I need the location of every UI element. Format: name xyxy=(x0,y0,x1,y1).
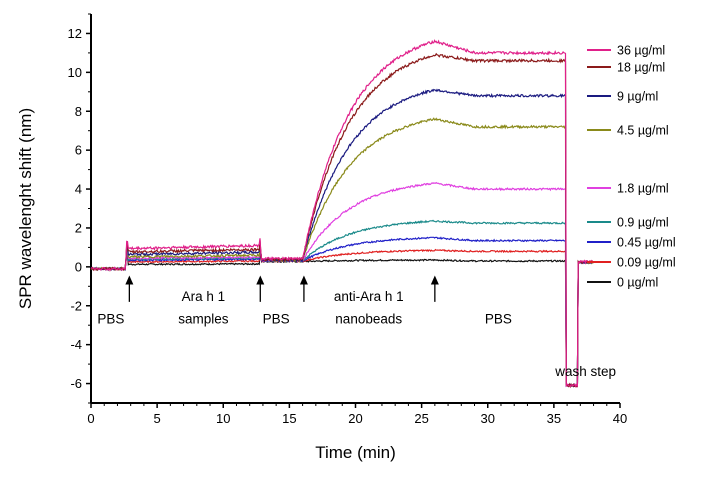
annotation-label: nanobeads xyxy=(335,311,402,326)
annotation-label: Ara h 1 xyxy=(182,289,226,304)
annotation-label: PBS xyxy=(97,311,124,326)
axes: 0 5 10 15 20 25 30 35 40 -6 -4 -2 0 2 4 6 8 10 12 xyxy=(68,13,627,426)
series-line-4.5gml xyxy=(90,117,594,388)
annotation-label: wash step xyxy=(554,364,616,379)
y-tick-label: 4 xyxy=(75,182,82,197)
legend-label: 0 µg/ml xyxy=(617,276,658,290)
x-tick-label: 20 xyxy=(348,411,362,426)
phase-arrow-head xyxy=(299,275,308,285)
annotation-layer: PBS Ara h 1 samples PBS anti-Ara h 1 nanobead… xyxy=(97,275,616,379)
phase-arrow-head xyxy=(125,275,134,285)
y-axis-title: SPR wavelenght shift (nm) xyxy=(16,108,35,309)
series-line-0.09gml xyxy=(90,248,594,387)
y-tick-label: -6 xyxy=(70,376,82,391)
series-line-18gml xyxy=(90,52,594,389)
y-tick-label: 8 xyxy=(75,104,82,119)
series-layer xyxy=(90,39,594,389)
legend-label: 0.9 µg/ml xyxy=(617,216,669,230)
annotation-label: samples xyxy=(178,311,229,326)
legend-label: 36 µg/ml xyxy=(617,44,665,58)
legend-label: 0.09 µg/ml xyxy=(617,256,676,270)
y-tick-label: 12 xyxy=(68,26,82,41)
series-line-0gml xyxy=(90,253,594,388)
legend-label: 0.45 µg/ml xyxy=(617,236,676,250)
annotation-label: anti-Ara h 1 xyxy=(334,289,404,304)
y-tick-label: 0 xyxy=(75,259,82,274)
series-line-1.8gml xyxy=(90,181,594,388)
x-tick-label: 5 xyxy=(154,411,161,426)
annotation-label: PBS xyxy=(263,311,290,326)
legend-label: 4.5 µg/ml xyxy=(617,124,669,138)
annotation-label: PBS xyxy=(485,311,512,326)
series-line-0.9gml xyxy=(90,219,594,387)
legend-label: 9 µg/ml xyxy=(617,90,658,104)
legend-label: 1.8 µg/ml xyxy=(617,182,669,196)
phase-arrow-head xyxy=(430,275,439,285)
phase-arrow-head xyxy=(256,275,265,285)
x-tick-label: 15 xyxy=(282,411,296,426)
legend: 36 µg/ml 18 µg/ml 9 µg/ml 4.5 µg/ml 1.8 µg/m… xyxy=(587,44,676,290)
y-tick-label: 2 xyxy=(75,220,82,235)
x-tick-label: 25 xyxy=(414,411,428,426)
x-tick-label: 10 xyxy=(216,411,230,426)
y-tick-label: -2 xyxy=(70,298,82,313)
x-axis-title: Time (min) xyxy=(315,443,396,462)
x-tick-label: 30 xyxy=(481,411,495,426)
y-tick-label: -4 xyxy=(70,337,82,352)
x-tick-label: 35 xyxy=(547,411,561,426)
series-line-9gml xyxy=(90,88,594,388)
x-tick-label: 40 xyxy=(613,411,627,426)
y-tick-label: 10 xyxy=(68,65,82,80)
legend-label: 18 µg/ml xyxy=(617,61,665,75)
series-line-36gml xyxy=(90,39,594,389)
y-tick-label: 6 xyxy=(75,143,82,158)
x-tick-label: 0 xyxy=(87,411,94,426)
